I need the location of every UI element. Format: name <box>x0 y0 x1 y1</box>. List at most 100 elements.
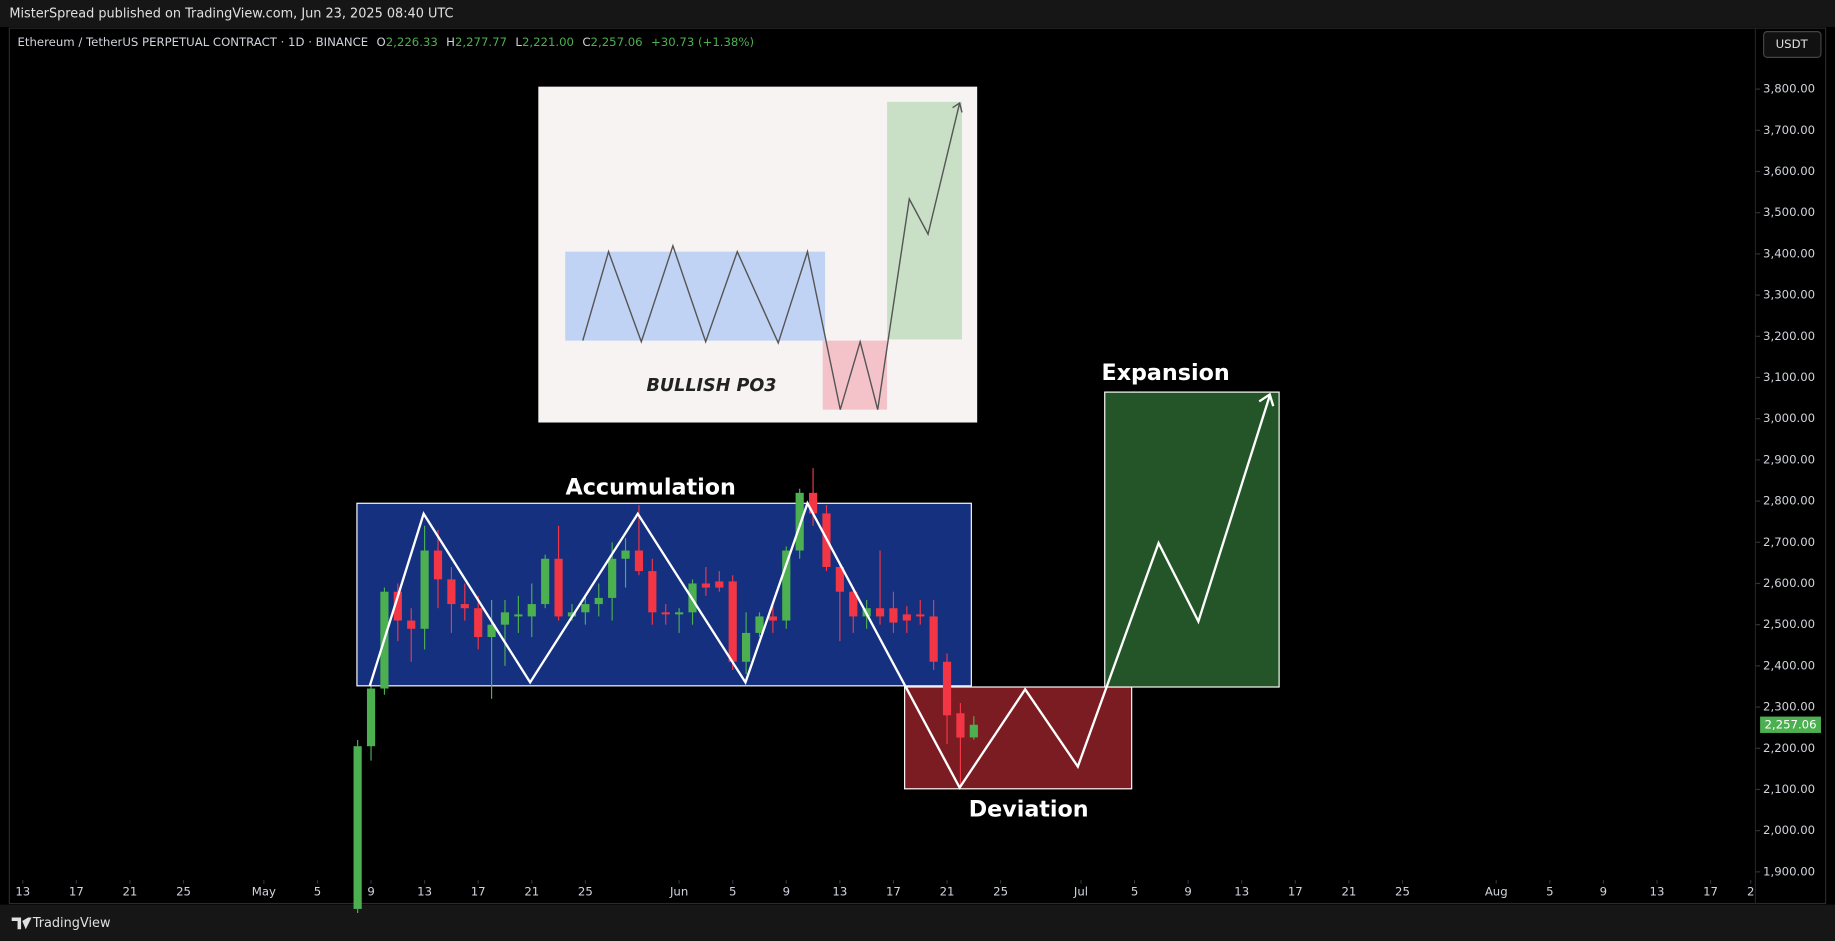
candle-body <box>608 558 617 598</box>
x-tick-label: Jun <box>669 884 688 898</box>
candle-body <box>460 604 469 609</box>
ohlc-value: 2,277.77 <box>455 35 507 49</box>
candle-body <box>835 566 844 592</box>
x-tick-label: 9 <box>1184 884 1191 898</box>
candle-body <box>541 558 550 605</box>
x-tick-label: 13 <box>832 884 847 898</box>
x-tick-label: 13 <box>1234 884 1249 898</box>
x-tick-label: 2 <box>1747 884 1754 898</box>
candle-body <box>661 612 670 615</box>
deviation-label: Deviation <box>969 796 1089 822</box>
y-tick-label: 2,600.00 <box>1763 576 1815 590</box>
x-tick-label: 25 <box>993 884 1008 898</box>
candle-body <box>956 713 965 738</box>
x-tick-label: 17 <box>886 884 901 898</box>
expansion-box <box>1104 391 1280 688</box>
candle-body <box>594 597 603 605</box>
schematic-arrowhead <box>1258 392 1275 407</box>
y-tick-label: 3,200.00 <box>1763 329 1815 343</box>
accumulation-box <box>356 502 972 687</box>
y-tick-label: 3,000.00 <box>1763 411 1815 425</box>
x-tick-label: 13 <box>1650 884 1665 898</box>
candle-body <box>527 604 536 617</box>
deviation-box <box>904 686 1133 790</box>
candle-body <box>567 612 577 617</box>
candle-body <box>648 571 657 613</box>
accumulation-label: Accumulation <box>566 475 736 501</box>
y-tick-label: 3,600.00 <box>1763 164 1815 178</box>
bottom-bar <box>0 904 1835 941</box>
brand-logo <box>11 917 32 930</box>
x-tick-label: 5 <box>1131 884 1138 898</box>
candle-body <box>889 608 898 623</box>
y-tick-label: 2,100.00 <box>1763 782 1815 796</box>
candle-body <box>715 581 724 588</box>
candle-body <box>420 550 429 629</box>
candle-body <box>701 583 711 588</box>
y-tick-label: 3,500.00 <box>1763 205 1815 219</box>
x-tick-label: 21 <box>122 884 137 898</box>
x-tick-label: 5 <box>314 884 321 898</box>
candle-body <box>474 608 483 638</box>
y-tick-label: 3,700.00 <box>1763 123 1815 137</box>
x-tick-label: May <box>252 884 276 898</box>
candle-body <box>433 550 443 580</box>
change: +30.73 (+1.38%) <box>651 35 754 49</box>
x-tick-label: 25 <box>1395 884 1410 898</box>
candle-body <box>942 661 952 716</box>
x-tick-label: 21 <box>940 884 955 898</box>
candle-body <box>742 632 751 662</box>
last-price-label: 2,257.06 <box>1765 717 1817 731</box>
y-tick-label: 2,900.00 <box>1763 452 1815 466</box>
candle-body <box>969 724 978 738</box>
candle-body <box>795 492 804 551</box>
ohlc-key: C <box>582 35 590 49</box>
candle-body <box>849 591 858 617</box>
candle-body <box>581 604 590 613</box>
x-tick-label: 21 <box>524 884 539 898</box>
ohlc-key: O <box>377 35 386 49</box>
ohlc-value: 2,226.33 <box>386 35 438 49</box>
inset-accumulation-box <box>565 251 826 341</box>
candle-body <box>902 614 911 621</box>
candle-body <box>621 550 630 559</box>
x-tick-label: 13 <box>15 884 30 898</box>
x-tick-label: 13 <box>417 884 432 898</box>
symbol-title: Ethereum / TetherUS PERPETUAL CONTRACT ·… <box>18 35 369 49</box>
x-tick-label: Aug <box>1485 884 1508 898</box>
x-tick-label: 5 <box>1546 884 1553 898</box>
candle-body <box>768 616 777 621</box>
last-price-tag <box>1760 716 1821 733</box>
publisher: MisterSpread published on TradingView.co… <box>9 7 453 22</box>
x-tick-label: 17 <box>1288 884 1303 898</box>
currency-button[interactable] <box>1763 31 1822 58</box>
candle-body <box>782 550 791 621</box>
x-tick-label: 21 <box>1341 884 1356 898</box>
chart-frame <box>8 27 1827 905</box>
y-tick-label: 2,500.00 <box>1763 617 1815 631</box>
candle-body <box>487 624 496 638</box>
ohlc-key: H <box>446 35 455 49</box>
candle-body <box>808 492 818 514</box>
x-tick-label: 17 <box>69 884 84 898</box>
inset-arrowhead <box>952 101 963 113</box>
candle-body <box>916 614 925 617</box>
ohlc-key: L <box>515 35 522 49</box>
y-tick-label: 3,100.00 <box>1763 370 1815 384</box>
candle-body <box>634 550 644 572</box>
inset-deviation-box <box>822 340 888 410</box>
x-tick-label: 25 <box>578 884 593 898</box>
y-tick-label: 2,800.00 <box>1763 494 1815 508</box>
currency-label[interactable]: USDT <box>1776 37 1809 51</box>
candle-body <box>447 579 456 605</box>
candle-body <box>407 620 416 629</box>
y-tick-label: 3,400.00 <box>1763 246 1815 260</box>
candles <box>353 468 978 914</box>
x-tick-label: 9 <box>367 884 374 898</box>
candle-body <box>675 612 684 615</box>
candle-body <box>929 616 938 662</box>
schematic-path <box>368 395 1271 790</box>
candle-body <box>755 616 764 633</box>
y-tick-label: 2,700.00 <box>1763 535 1815 549</box>
